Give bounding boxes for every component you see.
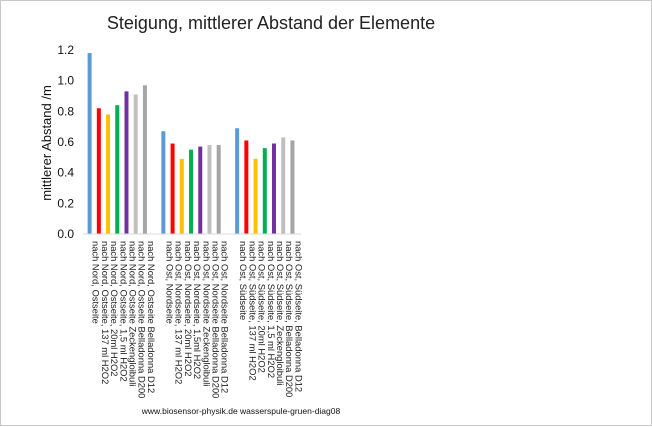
bar	[216, 145, 221, 234]
bar	[272, 143, 277, 234]
x-tick-label: nach Nord, Ostseite Zeckengloibuli	[127, 241, 138, 386]
x-tick-label: nach Ost, Nordseite Belladonna D200	[210, 241, 221, 398]
x-tick-label: nach Ost, Nordseite Belladonna D12	[220, 241, 231, 393]
y-axis-label: mittlerer Abstand /m	[39, 85, 54, 201]
bars	[87, 53, 295, 235]
x-tick-label: nach Ost, Südseite, 137 ml H2O2	[247, 241, 258, 381]
y-tick-label: 0.8	[57, 104, 74, 118]
x-tick-label: nach Ost, Südseite, Belladonna D12	[293, 241, 304, 392]
bar	[235, 128, 240, 234]
x-tick-label: nach Ost, Südseite, Zeckengloibuli	[275, 241, 286, 385]
y-axis-ticks: 0.0 0.2 0.4 0.6 0.8 1.0 1.2	[57, 43, 74, 241]
x-tick-label: nach Ost, Südseite, 1,5 ml H2O2	[266, 241, 277, 378]
x-tick-label: nach Ost, Südseite, 20ml H2O2	[257, 241, 268, 373]
x-tick-label: nach Ost, Nordseite, 1,5ml H2O2	[192, 241, 203, 379]
x-tick-label: nach Ost, Nordseite, 137 ml H2O2	[174, 241, 185, 384]
bar	[133, 94, 138, 234]
chart-title: Steigung, mittlerer Abstand der Elemente	[107, 13, 435, 33]
bar	[198, 146, 203, 234]
y-tick-label: 0.4	[57, 166, 74, 180]
x-tick-label: nach Nord, Ostseite, 1,5 ml H2O2	[118, 241, 129, 382]
x-tick-label: nach Ost, Südseite	[238, 241, 249, 320]
x-tick-label: nach Nord, Ostseite Belladonna D12	[146, 241, 157, 393]
x-tick-label: nach Ost, Nordseite Zeckengloibuli	[201, 241, 212, 386]
bar	[115, 105, 120, 234]
y-tick-label: 0.0	[57, 227, 74, 241]
y-tick-label: 1.2	[57, 43, 74, 57]
footer-credit: www.biosensor-physik.de wasserspule-grue…	[141, 406, 341, 416]
bar	[244, 140, 249, 234]
x-tick-label: nach Nord, Ostseite, 137 ml H2O2	[100, 241, 111, 384]
bar	[262, 148, 267, 234]
bar	[253, 158, 258, 234]
bar	[281, 137, 286, 234]
y-tick-label: 0.6	[57, 135, 74, 149]
bar	[179, 158, 184, 234]
bar	[290, 140, 295, 234]
bar	[87, 53, 92, 234]
bar	[142, 85, 147, 235]
bar	[189, 149, 194, 234]
bar	[170, 143, 175, 234]
x-tick-label: nach Ost, Nordseite	[164, 241, 175, 324]
x-tick-label: nach Nord, Ostseite Belladonna D200	[137, 241, 148, 398]
bar	[124, 91, 129, 235]
bar	[106, 114, 111, 234]
bar	[207, 145, 212, 234]
y-tick-label: 0.2	[57, 196, 74, 210]
x-tick-label: nach Nord, Ostseite, 20ml H2O2	[109, 241, 120, 376]
x-tick-label: nach Nord, Ostseite	[91, 241, 102, 324]
x-tick-label: nach Ost, Südseite, Belladonna D200	[284, 241, 295, 397]
bar	[161, 131, 166, 234]
bar	[96, 108, 101, 234]
x-tick-label: nach Ost, Nordseite, 20ml H2O2	[183, 241, 194, 376]
y-tick-label: 1.0	[57, 74, 74, 88]
